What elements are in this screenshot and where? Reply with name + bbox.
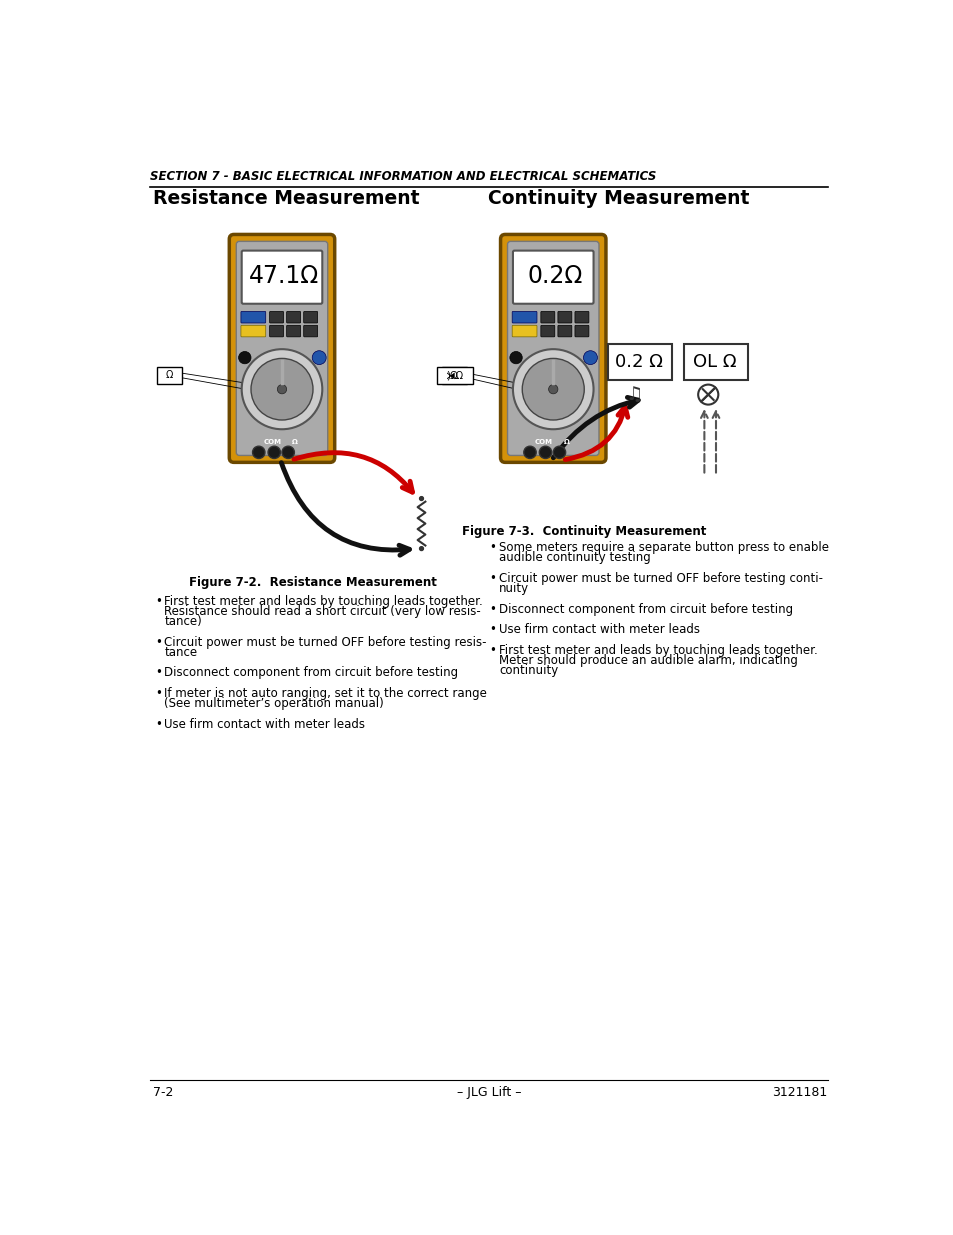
Text: •: • [154, 595, 162, 608]
FancyBboxPatch shape [286, 311, 300, 324]
FancyBboxPatch shape [575, 311, 588, 324]
FancyBboxPatch shape [558, 311, 571, 324]
Text: 7-2: 7-2 [153, 1086, 173, 1099]
FancyBboxPatch shape [157, 367, 182, 384]
Text: OL Ω: OL Ω [692, 353, 736, 370]
Text: Ω: Ω [292, 440, 298, 446]
Text: •: • [489, 572, 497, 584]
Text: •: • [489, 624, 497, 636]
FancyBboxPatch shape [513, 251, 593, 304]
FancyBboxPatch shape [241, 325, 266, 337]
Circle shape [251, 358, 313, 420]
FancyBboxPatch shape [436, 367, 472, 384]
Circle shape [268, 446, 280, 458]
FancyBboxPatch shape [303, 311, 317, 324]
Text: Use firm contact with meter leads: Use firm contact with meter leads [164, 718, 365, 731]
Text: Disconnect component from circuit before testing: Disconnect component from circuit before… [164, 667, 457, 679]
FancyBboxPatch shape [507, 241, 598, 456]
FancyBboxPatch shape [270, 311, 283, 324]
Text: COM: COM [535, 440, 553, 446]
Text: •: • [154, 636, 162, 648]
Circle shape [509, 352, 521, 364]
Text: Use firm contact with meter leads: Use firm contact with meter leads [498, 624, 700, 636]
Text: ⧖Ω: ⧖Ω [448, 370, 461, 380]
Text: (See multimeter’s operation manual): (See multimeter’s operation manual) [164, 698, 383, 710]
Text: Circuit power must be turned OFF before testing conti-: Circuit power must be turned OFF before … [498, 572, 822, 584]
Text: 0.2Ω: 0.2Ω [527, 264, 582, 288]
FancyBboxPatch shape [236, 241, 328, 456]
FancyBboxPatch shape [512, 311, 537, 324]
Text: Resistance Measurement: Resistance Measurement [153, 189, 419, 209]
Circle shape [312, 351, 326, 364]
FancyBboxPatch shape [512, 325, 537, 337]
Circle shape [277, 384, 286, 394]
Text: Figure 7-2.  Resistance Measurement: Figure 7-2. Resistance Measurement [189, 576, 436, 589]
Circle shape [513, 350, 593, 430]
Text: If meter is not auto ranging, set it to the correct range: If meter is not auto ranging, set it to … [164, 687, 487, 700]
Text: Ω: Ω [563, 440, 569, 446]
FancyBboxPatch shape [270, 325, 283, 337]
FancyBboxPatch shape [303, 325, 317, 337]
Text: Continuity Measurement: Continuity Measurement [488, 189, 749, 209]
FancyBboxPatch shape [442, 367, 467, 384]
Circle shape [253, 446, 265, 458]
FancyBboxPatch shape [540, 311, 555, 324]
Text: tance: tance [164, 646, 197, 658]
FancyBboxPatch shape [683, 343, 747, 380]
Circle shape [698, 384, 718, 405]
Text: SECTION 7 - BASIC ELECTRICAL INFORMATION AND ELECTRICAL SCHEMATICS: SECTION 7 - BASIC ELECTRICAL INFORMATION… [150, 170, 656, 183]
Text: Disconnect component from circuit before testing: Disconnect component from circuit before… [498, 603, 792, 615]
Text: First test meter and leads by touching leads together.: First test meter and leads by touching l… [498, 645, 817, 657]
Text: 0.2 Ω: 0.2 Ω [615, 353, 662, 370]
Text: – JLG Lift –: – JLG Lift – [456, 1086, 520, 1099]
Circle shape [419, 496, 423, 500]
Text: •: • [154, 667, 162, 679]
Text: •: • [154, 687, 162, 700]
FancyBboxPatch shape [608, 343, 671, 380]
Text: ⧕Ω: ⧕Ω [446, 370, 463, 380]
Circle shape [548, 384, 558, 394]
FancyBboxPatch shape [558, 325, 571, 337]
Text: continuity: continuity [498, 664, 558, 677]
Text: Figure 7-3.  Continuity Measurement: Figure 7-3. Continuity Measurement [461, 526, 706, 538]
Text: Meter should produce an audible alarm, indicating: Meter should produce an audible alarm, i… [498, 655, 797, 667]
Circle shape [238, 352, 251, 364]
Text: Resistance should read a short circuit (very low resis-: Resistance should read a short circuit (… [164, 605, 480, 618]
Text: tance): tance) [164, 615, 202, 627]
Text: Some meters require a separate button press to enable: Some meters require a separate button pr… [498, 541, 828, 555]
Text: )Ω: )Ω [445, 370, 457, 380]
Circle shape [538, 446, 551, 458]
FancyBboxPatch shape [500, 235, 605, 462]
Circle shape [282, 446, 294, 458]
Text: Ω: Ω [166, 370, 173, 380]
Text: 47.1Ω: 47.1Ω [248, 264, 318, 288]
Circle shape [523, 446, 536, 458]
Text: •: • [489, 645, 497, 657]
Text: ♫: ♫ [625, 385, 642, 404]
Circle shape [583, 351, 597, 364]
FancyBboxPatch shape [241, 251, 322, 304]
Text: COM: COM [263, 440, 281, 446]
Text: nuity: nuity [498, 582, 529, 595]
Text: •: • [489, 603, 497, 615]
Text: •: • [154, 718, 162, 731]
Circle shape [521, 358, 583, 420]
FancyBboxPatch shape [241, 311, 266, 324]
Text: •: • [489, 541, 497, 555]
Circle shape [419, 547, 423, 551]
Text: Circuit power must be turned OFF before testing resis-: Circuit power must be turned OFF before … [164, 636, 486, 648]
Circle shape [241, 350, 322, 430]
Circle shape [553, 446, 565, 458]
FancyBboxPatch shape [540, 325, 555, 337]
FancyBboxPatch shape [286, 325, 300, 337]
Text: audible continuity testing: audible continuity testing [498, 551, 650, 564]
Text: First test meter and leads by touching leads together.: First test meter and leads by touching l… [164, 595, 482, 608]
FancyBboxPatch shape [575, 325, 588, 337]
Text: 3121181: 3121181 [772, 1086, 827, 1099]
FancyBboxPatch shape [229, 235, 335, 462]
